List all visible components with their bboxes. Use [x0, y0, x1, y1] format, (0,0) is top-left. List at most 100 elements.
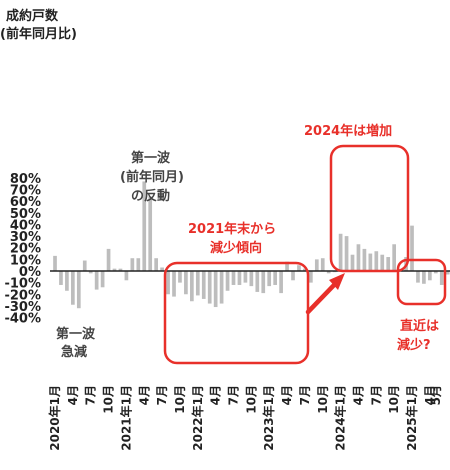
bar	[350, 254, 355, 271]
bar	[297, 265, 301, 272]
bar	[59, 271, 63, 285]
annotation-wave1-rebound-line1: 第一波	[131, 150, 171, 166]
bar	[416, 271, 420, 283]
y-tick-label: -20%	[4, 288, 41, 303]
bar	[344, 236, 349, 271]
bar	[76, 271, 81, 309]
annotation-wave1-rebound-line3: の反動	[131, 188, 170, 204]
bar	[380, 254, 385, 271]
trend-arrow-shaft	[305, 280, 339, 315]
bar	[112, 268, 117, 271]
bar	[267, 271, 272, 287]
y-tick-label: 0%	[19, 265, 41, 280]
bar	[124, 271, 129, 281]
bar	[231, 271, 236, 285]
bar	[433, 271, 438, 274]
bar	[148, 196, 153, 271]
bar	[53, 255, 57, 271]
x-tick-label: 10月	[102, 385, 116, 414]
annotation-increase-2024: 2024年は増加	[304, 123, 392, 139]
ylabel-line-1: 成約戸数	[6, 8, 59, 24]
bar	[243, 271, 248, 283]
annotation-wave1-drop-line1: 第一波	[56, 326, 96, 342]
bar	[285, 261, 289, 271]
x-tick-label: 7月	[155, 385, 169, 405]
x-tick-label: 7月	[298, 385, 312, 405]
x-tick-label: 7月	[369, 385, 383, 405]
bar	[94, 271, 99, 290]
bar	[249, 271, 254, 287]
bar	[303, 268, 307, 271]
x-tick-label: 2021年1月	[118, 385, 133, 451]
highlight-box-recent	[396, 258, 447, 306]
bar	[195, 271, 200, 296]
bar	[88, 271, 93, 274]
bar	[225, 271, 230, 291]
annotation-recent-line2: 減少?	[397, 337, 431, 353]
bar	[136, 258, 141, 271]
x-tick-label: 4月	[280, 385, 294, 405]
y-tick-label: 10%	[10, 253, 41, 268]
y-tick-label: 50%	[10, 207, 41, 222]
x-tick-label: 4月	[137, 385, 151, 405]
bar	[255, 271, 260, 292]
bar	[320, 258, 325, 271]
bar	[172, 271, 176, 297]
x-axis-ticks: 2020年1月 4月 7月 10月 2021年1月 4月 7月 10月 2022年1月 4月 7月 1…	[47, 385, 443, 451]
x-tick-label: 10月	[244, 385, 258, 414]
x-tick-label: 4月	[66, 385, 80, 405]
ylabel-line-2: (前年同月比)	[0, 26, 77, 42]
bar	[368, 253, 373, 272]
bar	[184, 271, 188, 295]
y-tick-label: 60%	[10, 195, 41, 210]
x-tick-label: 2020年1月	[47, 385, 62, 451]
x-tick-label: 10月	[316, 385, 330, 414]
y-axis-ticks: 80%70%60%50%40%30%20%10%0%-10%-20%-30%-4…	[4, 172, 41, 327]
bar	[309, 271, 313, 283]
bar	[326, 271, 331, 274]
x-tick-label: 2024年1月	[333, 385, 348, 451]
bar	[166, 271, 170, 295]
bar	[392, 244, 396, 271]
y-tick-label: 40%	[10, 218, 41, 233]
bar	[445, 271, 450, 275]
bar	[82, 260, 87, 271]
x-tick-label: 4月	[423, 385, 437, 405]
bar	[130, 258, 135, 271]
bar	[291, 271, 295, 281]
highlight-box-increase	[329, 144, 410, 273]
bar	[219, 271, 224, 304]
bar	[338, 233, 343, 271]
bar	[439, 271, 444, 285]
x-tick-label: 4月	[351, 385, 365, 405]
x-tick-label: 2023年1月	[261, 385, 276, 451]
bar	[118, 268, 123, 271]
bar	[201, 271, 206, 299]
bar	[190, 271, 194, 302]
bar	[207, 271, 212, 304]
bar	[279, 271, 283, 294]
x-tick-label: 2025年1月	[404, 385, 419, 451]
bar	[273, 271, 277, 285]
bar	[213, 271, 218, 308]
y-tick-label: 80%	[10, 172, 41, 187]
y-tick-label: -40%	[4, 312, 41, 327]
annotation-decline-2021-line2: 減少傾向	[210, 240, 262, 256]
y-tick-label: 70%	[10, 184, 41, 199]
bar	[142, 181, 147, 271]
annotation-recent-line1: 直近は	[400, 318, 439, 334]
bar	[386, 257, 391, 271]
x-tick-label: 4月	[209, 385, 223, 405]
bar	[65, 271, 69, 291]
bar	[410, 225, 414, 271]
bar	[100, 271, 105, 288]
x-tick-label: 10月	[173, 385, 187, 414]
bar-series	[53, 181, 450, 309]
bar	[154, 258, 158, 271]
bar	[160, 267, 164, 271]
bar	[422, 271, 426, 284]
bar	[374, 251, 379, 271]
bar	[237, 271, 242, 285]
